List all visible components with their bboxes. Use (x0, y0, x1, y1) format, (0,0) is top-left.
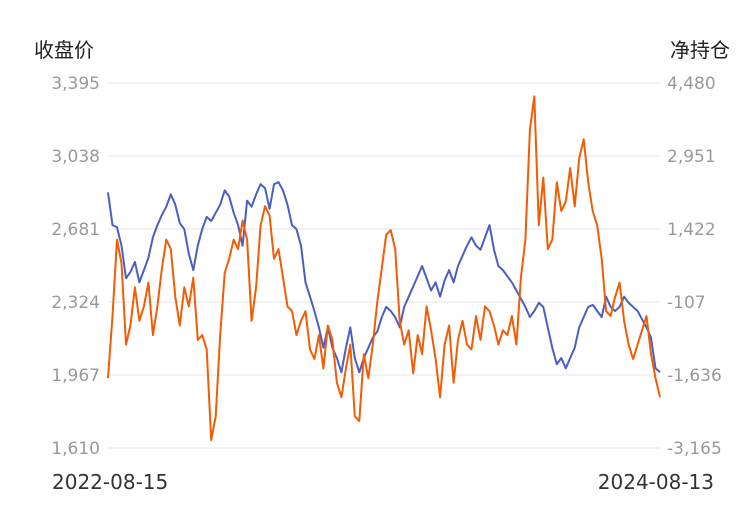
left-tick-label: 1,610 (51, 439, 100, 459)
x-axis-end-date: 2024-08-13 (597, 470, 714, 494)
right-tick-label: 2,951 (667, 147, 716, 167)
left-axis-title: 收盘价 (34, 38, 94, 62)
right-axis-ticks: 4,480 2,951 1,422 -107 -1,636 -3,165 (667, 74, 722, 459)
series-lines (107, 95, 661, 442)
left-tick-label: 1,967 (51, 366, 100, 386)
x-axis-start-date: 2022-08-15 (52, 470, 169, 494)
left-tick-label: 3,038 (51, 147, 100, 167)
left-tick-label: 2,324 (51, 293, 100, 313)
net-position-line (107, 95, 661, 442)
right-axis-title: 净持仓 (670, 38, 730, 62)
close-price-line (107, 181, 661, 374)
right-tick-label: 4,480 (667, 74, 716, 94)
gridlines (108, 82, 660, 449)
right-tick-label: -3,165 (667, 439, 722, 459)
left-tick-label: 3,395 (51, 74, 100, 94)
right-tick-label: 1,422 (667, 220, 716, 240)
right-tick-label: -1,636 (667, 366, 722, 386)
left-tick-label: 2,681 (51, 220, 100, 240)
left-axis-ticks: 3,395 3,038 2,681 2,324 1,967 1,610 (51, 74, 100, 459)
right-tick-label: -107 (667, 293, 706, 313)
